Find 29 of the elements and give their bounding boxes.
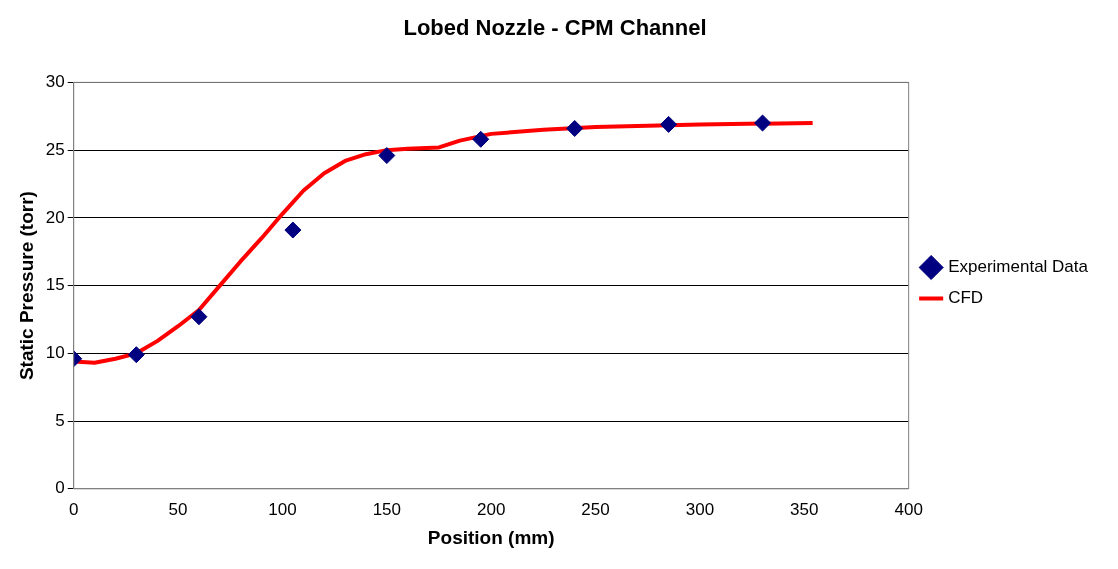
y-axis-title: Static Pressure (torr): [15, 191, 37, 381]
legend-label: Experimental Data: [948, 257, 1089, 277]
x-tick-label: 400: [894, 499, 923, 519]
x-tick-label: 100: [268, 499, 297, 519]
x-tick-label: 50: [168, 499, 188, 519]
x-tick-label: 350: [790, 499, 819, 519]
y-tick-label: 30: [45, 72, 65, 92]
point: [284, 221, 302, 239]
point: [566, 119, 584, 137]
point: [754, 114, 772, 132]
x-tick-label: 250: [581, 499, 610, 519]
y-tick-label: 0: [55, 478, 65, 498]
x-tick-label: 150: [372, 499, 401, 519]
y-tick-label: 20: [45, 207, 65, 227]
point: [190, 308, 208, 326]
point: [660, 115, 678, 133]
x-tick-label: 200: [477, 499, 506, 519]
y-tick-label: 5: [55, 410, 65, 430]
point: [127, 346, 145, 364]
legend-label: CFD: [948, 288, 984, 308]
y-tick-label: 10: [45, 343, 65, 363]
chart-title: Lobed Nozzle - CPM Channel: [403, 15, 707, 41]
y-tick-label: 25: [45, 139, 65, 159]
point: [378, 147, 396, 165]
point: [472, 130, 490, 148]
x-tick-label: 0: [68, 499, 79, 519]
y-tick-label: 15: [45, 275, 65, 295]
x-tick-label: 300: [685, 499, 715, 519]
x-axis-title: Position (mm): [427, 526, 555, 548]
